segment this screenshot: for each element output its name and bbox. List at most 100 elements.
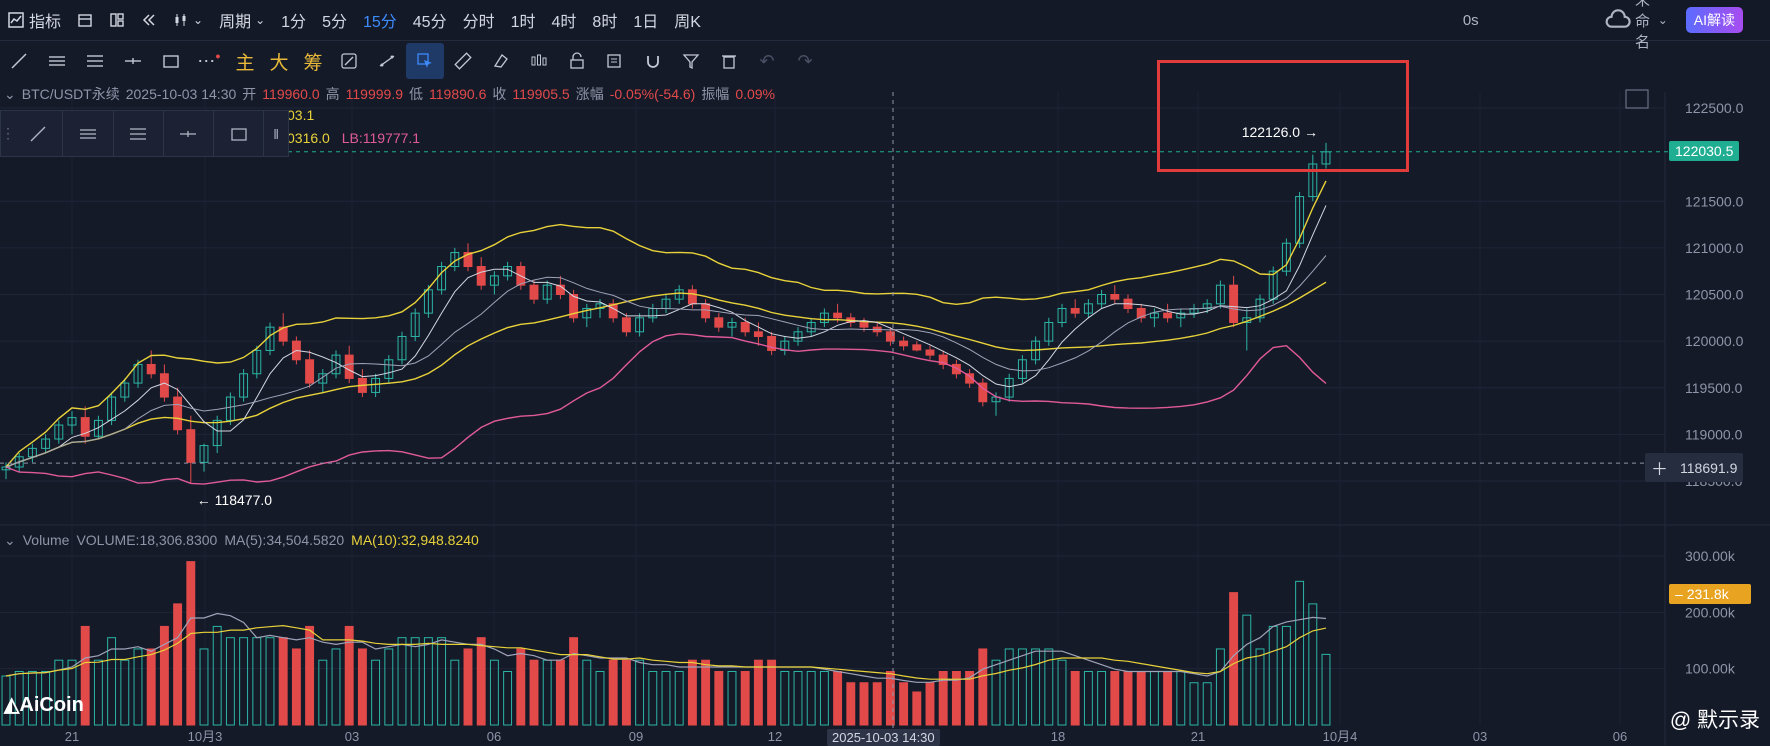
period-15m[interactable]: 15分 bbox=[362, 14, 397, 31]
float-rect-tool[interactable] bbox=[214, 111, 265, 156]
magnet-tool[interactable] bbox=[634, 43, 672, 79]
big-order-button[interactable]: 大 bbox=[269, 52, 289, 74]
rect-tool[interactable] bbox=[152, 43, 190, 79]
strategy-tool[interactable] bbox=[330, 43, 368, 79]
replay-button[interactable] bbox=[133, 0, 165, 40]
undo-button[interactable]: ↶ bbox=[759, 50, 775, 71]
crosshair-time-tag: 2025-10-03 14:30 bbox=[827, 729, 940, 746]
volume-bar bbox=[555, 659, 565, 726]
candle-style-tool[interactable] bbox=[520, 43, 558, 79]
ai-interpret-button[interactable]: AI解读 bbox=[1685, 7, 1743, 33]
candle-body bbox=[1097, 294, 1107, 305]
layout-button[interactable] bbox=[101, 0, 133, 40]
period-timeshare[interactable]: 分时 bbox=[462, 14, 495, 31]
pause-icon[interactable]: ‖ bbox=[273, 125, 280, 142]
chip-button[interactable]: 筹 bbox=[303, 52, 323, 74]
volume-bar bbox=[1295, 580, 1305, 726]
volume-bar bbox=[146, 648, 156, 726]
symbol-name: BTC/USDT永续 bbox=[21, 86, 120, 102]
candlestick-icon bbox=[175, 14, 186, 26]
main-indicator-button[interactable]: 主 bbox=[235, 52, 255, 74]
volume-bar bbox=[133, 648, 143, 726]
candle-body bbox=[542, 284, 552, 300]
eraser-tool[interactable] bbox=[482, 43, 520, 79]
volume-bar bbox=[608, 659, 618, 726]
volume-bar bbox=[595, 670, 605, 726]
volume-bar bbox=[1149, 670, 1159, 726]
candle-body bbox=[239, 373, 249, 398]
trendline-tool[interactable] bbox=[0, 43, 38, 79]
period-1h[interactable]: 1时 bbox=[510, 14, 536, 31]
candle-body bbox=[1308, 163, 1318, 198]
filter-tool[interactable] bbox=[672, 43, 710, 79]
indicator-button[interactable]: 指标 bbox=[0, 0, 69, 40]
candle-body bbox=[318, 373, 328, 384]
period-1d[interactable]: 1日 bbox=[633, 14, 659, 31]
trash-icon bbox=[722, 55, 736, 69]
candle-body bbox=[1004, 377, 1014, 398]
eraser-icon bbox=[493, 54, 508, 68]
ruler-tool[interactable] bbox=[444, 43, 482, 79]
volume-bar bbox=[1255, 648, 1265, 726]
collapse-icon[interactable]: ⌄ bbox=[4, 85, 16, 102]
hline-tool[interactable] bbox=[114, 43, 152, 79]
measure-tool[interactable] bbox=[368, 43, 406, 79]
candle-body bbox=[833, 312, 843, 319]
period-5m[interactable]: 5分 bbox=[322, 14, 347, 31]
delete-tool[interactable] bbox=[710, 43, 748, 79]
expand-chart-icon bbox=[1625, 89, 1649, 109]
volume-bar bbox=[67, 659, 77, 726]
period-4h[interactable]: 4时 bbox=[551, 14, 577, 31]
candle-body bbox=[54, 424, 64, 440]
drag-handle-icon[interactable]: ⋮ bbox=[1, 125, 15, 141]
candle-body bbox=[978, 382, 988, 403]
float-fib-tool[interactable] bbox=[114, 111, 164, 156]
time-tick-label: 18 bbox=[1051, 729, 1065, 744]
note-tool[interactable] bbox=[596, 43, 634, 79]
period-1w[interactable]: 周K bbox=[674, 14, 701, 31]
float-channel-tool[interactable] bbox=[63, 111, 114, 156]
add-alert-icon[interactable]: ＋ bbox=[1651, 460, 1668, 479]
volume-bar bbox=[1321, 653, 1331, 726]
volume-bar bbox=[542, 659, 552, 726]
fib-tool[interactable] bbox=[76, 43, 114, 79]
candle-body bbox=[397, 335, 407, 361]
volume-bar bbox=[714, 670, 724, 726]
calendar-button[interactable] bbox=[69, 0, 101, 40]
chart-type-button[interactable]: ⌄ bbox=[165, 0, 211, 40]
note-icon bbox=[607, 54, 621, 68]
period-8h[interactable]: 8时 bbox=[592, 14, 618, 31]
boll-mid-line bbox=[5, 281, 1327, 468]
low-value: 119890.6 bbox=[429, 86, 487, 102]
float-hline-tool[interactable] bbox=[164, 111, 215, 156]
layout-name-dropdown[interactable]: 未命名 ⌄ bbox=[1596, 0, 1677, 51]
change-value: -0.05%(-54.6) bbox=[609, 86, 696, 102]
volume-bar bbox=[107, 637, 117, 726]
volume-bar bbox=[423, 637, 433, 726]
candle-body bbox=[529, 284, 539, 300]
price-tick-label: 119000.0 bbox=[1685, 426, 1743, 442]
collapse-icon[interactable]: ⌄ bbox=[4, 531, 16, 548]
boll-mid-value: 0316.0 bbox=[287, 130, 330, 146]
volume-bar bbox=[199, 648, 209, 726]
period-button[interactable]: 周期 ⌄ bbox=[211, 0, 273, 40]
time-tick-label: 03 bbox=[1473, 729, 1487, 744]
volume-bar bbox=[331, 648, 341, 726]
amplitude-value: 0.09% bbox=[735, 86, 776, 102]
lock-tool[interactable] bbox=[558, 43, 596, 79]
candle-body bbox=[1044, 321, 1054, 342]
channel-tool[interactable] bbox=[38, 43, 76, 79]
trendline-icon bbox=[11, 53, 27, 69]
more-tools[interactable]: ⋯ ● bbox=[190, 43, 228, 79]
float-trendline-tool[interactable] bbox=[13, 111, 64, 156]
indicator-icon bbox=[8, 12, 24, 28]
low-label: 低 bbox=[409, 86, 423, 102]
open-label: 开 bbox=[242, 86, 257, 102]
period-1m[interactable]: 1分 bbox=[281, 14, 307, 31]
cursor-tool[interactable] bbox=[406, 43, 444, 79]
period-45m[interactable]: 45分 bbox=[412, 14, 447, 31]
lock-icon bbox=[570, 52, 584, 69]
redo-button[interactable]: ↷ bbox=[797, 50, 813, 71]
volume-bar bbox=[27, 670, 37, 726]
